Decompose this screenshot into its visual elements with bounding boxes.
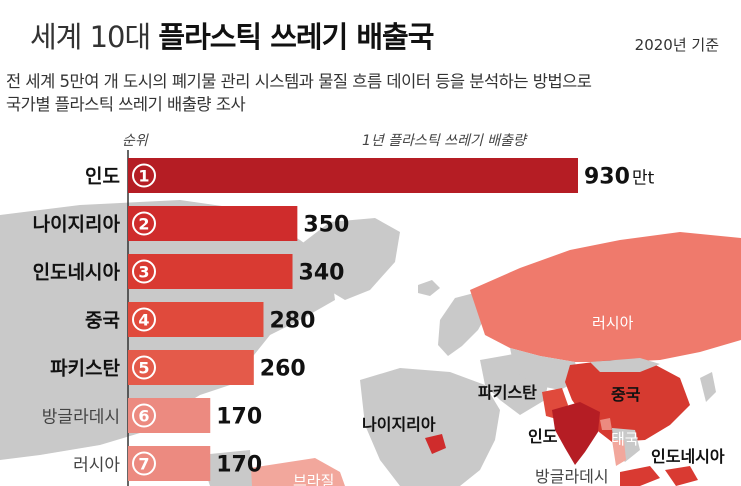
- india-shape: [552, 402, 600, 465]
- value-label-1: 930: [584, 165, 630, 190]
- nigeria-shape: [425, 434, 446, 454]
- bar-1: [128, 158, 578, 193]
- greenland-shape: [300, 218, 400, 300]
- rank-circle-5: [132, 355, 156, 380]
- europe-shape: [438, 292, 488, 356]
- country-label-4: 중국: [85, 310, 120, 332]
- value-label-4: 280: [269, 309, 315, 334]
- rank-circle-7: [132, 451, 156, 476]
- thailand-shape: [612, 440, 626, 466]
- africa-shape: [360, 368, 500, 486]
- brazil-shape: [250, 458, 345, 486]
- map-label-indonesia: 인도네시아: [651, 447, 725, 466]
- japan-shape: [700, 372, 716, 402]
- subtitle: 전 세계 5만여 개 도시의 폐기물 관리 시스템과 물질 흐름 데이터 등을 …: [6, 70, 736, 116]
- rank-column-label: 순위: [122, 133, 148, 149]
- bar-3: [128, 254, 293, 289]
- rank-number-5: 5: [138, 359, 149, 378]
- rank-circle-4: [132, 307, 156, 332]
- country-label-3: 인도네시아: [33, 262, 121, 284]
- country-label-1: 인도: [85, 166, 120, 188]
- iceland-shape: [418, 280, 440, 296]
- bar-5: [128, 350, 254, 385]
- map-label-china: 중국: [611, 385, 641, 404]
- rank-number-3: 3: [138, 263, 149, 282]
- value-label-3: 340: [299, 261, 345, 286]
- rank-circle-6: [132, 403, 156, 428]
- bar-4: [128, 302, 264, 337]
- south-america-shape: [200, 450, 252, 486]
- value-label-2: 350: [303, 213, 349, 238]
- rank-number-6: 6: [138, 407, 149, 426]
- map-label-brazil: 브라질: [293, 472, 334, 486]
- map-label-nigeria: 나이지리아: [362, 415, 436, 434]
- bar-2: [128, 206, 298, 241]
- map-label-russia: 러시아: [592, 314, 634, 332]
- indonesia-shape-2: [665, 466, 698, 486]
- rank-circle-1: [132, 163, 156, 188]
- value-column-label: 1년 플라스틱 쓰레기 배출량: [362, 133, 526, 149]
- indonesia-shape-1: [620, 466, 660, 486]
- bangladesh-shape: [600, 418, 612, 430]
- value-label-7: 170: [216, 453, 262, 478]
- rank-circle-3: [132, 259, 156, 284]
- title-bold: 플라스틱 쓰레기 배출국: [158, 20, 434, 54]
- russia-shape: [470, 232, 741, 362]
- map-label-pakistan: 파키스탄: [478, 383, 537, 402]
- title-light: 세계 10대: [30, 20, 151, 54]
- country-label-5: 파키스탄: [50, 358, 120, 380]
- rank-circle-2: [132, 211, 156, 236]
- mongolia-shape: [590, 358, 660, 372]
- map-label-bangladesh: 방글라데시: [535, 467, 609, 486]
- basis-year: 2020년 기준: [634, 36, 719, 54]
- rank-number-4: 4: [138, 311, 149, 330]
- rank-number-7: 7: [138, 455, 149, 474]
- country-label-2: 나이지리아: [33, 214, 121, 236]
- rank-number-2: 2: [138, 215, 149, 234]
- subtitle-line-2: 국가별 플라스틱 쓰레기 배출량 조사: [6, 95, 246, 114]
- map-label-thailand: 태국: [611, 430, 639, 448]
- subtitle-line-1: 전 세계 5만여 개 도시의 폐기물 관리 시스템과 물질 흐름 데이터 등을 …: [6, 72, 592, 91]
- map-label-india: 인도: [528, 427, 558, 446]
- country-label-6: 방글라데시: [42, 408, 120, 428]
- country-label-7: 러시아: [73, 456, 120, 476]
- page-title: 세계 10대 플라스틱 쓰레기 배출국: [30, 14, 434, 56]
- value-label-5: 260: [260, 357, 306, 382]
- rank-number-1: 1: [138, 167, 149, 186]
- unit-label: 만t: [632, 169, 655, 189]
- central-asia-shape: [510, 348, 580, 390]
- value-label-6: 170: [216, 405, 262, 430]
